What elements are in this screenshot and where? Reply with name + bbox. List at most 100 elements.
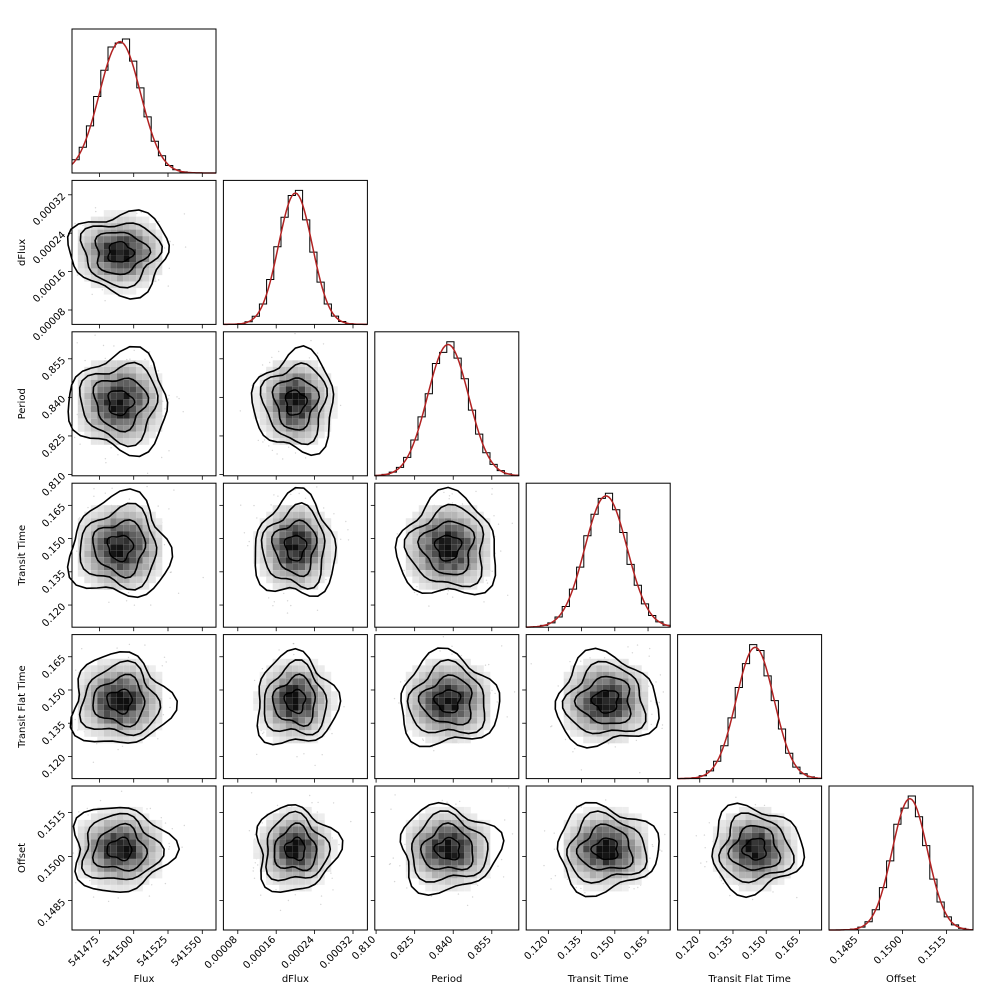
density-cell bbox=[318, 531, 325, 538]
panel-frame bbox=[71, 179, 217, 325]
density-cell bbox=[457, 511, 465, 519]
density-cell bbox=[285, 418, 293, 426]
sample-point bbox=[276, 453, 278, 455]
sample-point bbox=[263, 731, 265, 733]
sample-point bbox=[471, 896, 474, 898]
density-cell bbox=[622, 710, 629, 718]
density-cell bbox=[142, 360, 150, 367]
density-cell bbox=[110, 671, 117, 679]
density-cell bbox=[292, 511, 299, 519]
density-cell bbox=[318, 511, 325, 519]
sample-point bbox=[144, 358, 146, 360]
density-cell bbox=[272, 425, 280, 432]
density-cell bbox=[103, 505, 111, 512]
sample-point bbox=[484, 664, 487, 666]
density-cell bbox=[438, 845, 445, 853]
density-cell bbox=[425, 697, 432, 705]
sample-point bbox=[261, 822, 263, 824]
density-cell bbox=[136, 576, 143, 584]
density-cell bbox=[298, 878, 306, 885]
sample-point bbox=[491, 493, 493, 495]
sample-point bbox=[406, 730, 409, 732]
density-cell bbox=[457, 858, 465, 866]
density-contour bbox=[271, 377, 321, 431]
sample-point bbox=[294, 452, 297, 454]
density-cell bbox=[431, 518, 439, 525]
sample-point bbox=[111, 487, 113, 489]
density-cell bbox=[142, 550, 150, 558]
density-cell bbox=[103, 392, 111, 400]
density-cell bbox=[563, 671, 571, 679]
sample-point bbox=[133, 349, 135, 352]
density-cell bbox=[405, 550, 413, 558]
sample-point bbox=[93, 488, 95, 490]
density-cell bbox=[90, 431, 98, 439]
density-cell bbox=[318, 392, 325, 400]
density-cell bbox=[90, 570, 98, 577]
density-cell bbox=[103, 242, 111, 250]
sample-point bbox=[168, 267, 170, 269]
sample-point bbox=[76, 413, 79, 416]
density-cell bbox=[136, 373, 143, 380]
density-cell bbox=[123, 505, 130, 512]
panel-frame bbox=[374, 331, 520, 477]
density-cell bbox=[418, 583, 426, 590]
density-cell bbox=[155, 550, 163, 558]
density-cell bbox=[298, 544, 306, 551]
density-cell bbox=[477, 858, 484, 866]
density-cell bbox=[259, 832, 267, 840]
density-cell bbox=[77, 268, 85, 276]
sample-point bbox=[422, 738, 424, 740]
density-contour bbox=[69, 650, 179, 744]
density-contour bbox=[433, 534, 463, 562]
density-cell bbox=[425, 806, 432, 814]
sample-point bbox=[649, 647, 651, 650]
density-contour bbox=[107, 240, 136, 263]
sample-point bbox=[157, 370, 160, 372]
density-cell bbox=[292, 717, 299, 724]
density-cell bbox=[324, 570, 332, 577]
sample-point bbox=[252, 870, 254, 872]
density-cell bbox=[431, 550, 439, 558]
density-cell bbox=[77, 671, 85, 679]
density-cell bbox=[444, 678, 452, 685]
density-cell bbox=[136, 852, 143, 859]
density-cell bbox=[77, 550, 85, 558]
density-cell bbox=[90, 275, 98, 282]
density-cell bbox=[444, 563, 452, 571]
sample-point bbox=[422, 739, 425, 742]
density-cell bbox=[298, 418, 306, 426]
panel-frame bbox=[828, 785, 974, 931]
density-cell bbox=[110, 832, 117, 840]
density-cell bbox=[116, 360, 124, 367]
density-cell bbox=[292, 537, 299, 545]
density-contour bbox=[283, 534, 308, 562]
density-cell bbox=[602, 697, 610, 705]
density-cell bbox=[259, 697, 267, 705]
density-cell bbox=[451, 544, 458, 551]
density-cell bbox=[136, 697, 143, 705]
density-cell bbox=[272, 431, 280, 439]
density-cell bbox=[318, 678, 325, 685]
density-cell bbox=[477, 845, 484, 853]
density-cell bbox=[259, 723, 267, 731]
density-cell bbox=[103, 518, 111, 525]
density-cell bbox=[253, 852, 260, 859]
density-cell bbox=[279, 518, 286, 525]
density-cell bbox=[97, 658, 104, 666]
density-cell bbox=[318, 845, 325, 853]
density-cell bbox=[103, 878, 111, 885]
density-cell bbox=[129, 360, 137, 367]
density-cell bbox=[84, 704, 91, 711]
density-cell bbox=[142, 678, 150, 685]
density-cell bbox=[272, 576, 280, 584]
density-cell bbox=[142, 268, 150, 276]
density-cell bbox=[90, 249, 98, 256]
density-cell bbox=[444, 665, 452, 672]
density-cell bbox=[155, 412, 163, 419]
density-cell bbox=[318, 710, 325, 718]
sample-point bbox=[177, 592, 180, 594]
density-cell bbox=[97, 671, 104, 679]
sample-point bbox=[171, 828, 173, 830]
